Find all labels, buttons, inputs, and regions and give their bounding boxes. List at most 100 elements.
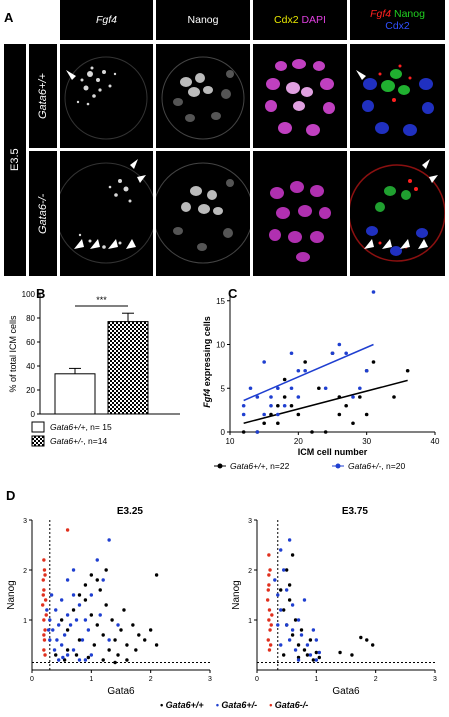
data-point <box>337 395 342 399</box>
data-point <box>61 655 65 660</box>
data-point <box>289 351 294 356</box>
data-point <box>110 618 114 622</box>
panel-label-c: C <box>228 286 238 301</box>
data-point <box>269 412 273 417</box>
data-point <box>134 648 138 652</box>
data-point <box>290 633 295 637</box>
embryo-fgf4-ko <box>60 159 153 264</box>
data-point <box>296 658 301 662</box>
data-point <box>42 588 46 592</box>
embryo-nanog-ko <box>156 162 250 264</box>
data-point <box>359 635 363 640</box>
y-tick-label: 60 <box>26 338 35 347</box>
data-point <box>299 633 304 637</box>
data-point <box>296 368 301 373</box>
x-tick-label: 3 <box>208 676 212 683</box>
data-point <box>107 648 111 652</box>
data-point <box>49 593 54 597</box>
d-legend-item: • Gata6+/+ <box>160 700 204 710</box>
data-point <box>282 653 286 657</box>
data-point <box>46 628 51 632</box>
data-point <box>302 648 307 652</box>
data-point <box>296 618 301 622</box>
data-point <box>131 623 135 627</box>
x-tick-label: 0 <box>30 676 34 683</box>
data-point <box>276 421 280 426</box>
data-point <box>57 658 61 662</box>
x-tick-label: 1 <box>89 676 93 683</box>
y-tick-label: 100 <box>22 290 36 299</box>
legend-label: Gata6+/-, n=14 <box>50 436 107 446</box>
data-point <box>344 403 348 408</box>
x-tick-label: 20 <box>294 437 303 446</box>
data-point <box>154 643 159 647</box>
row-label-ko: Gata6-/- <box>29 151 57 276</box>
data-point <box>40 603 45 607</box>
data-point <box>119 628 123 632</box>
data-point <box>344 351 348 356</box>
data-point <box>104 603 108 607</box>
data-point <box>148 628 153 632</box>
data-point <box>54 608 58 612</box>
data-point <box>296 655 301 660</box>
data-point <box>83 598 88 602</box>
data-point <box>267 573 271 577</box>
data-point <box>98 588 102 592</box>
column-header-fgf4: Fgf4 <box>60 0 153 40</box>
image-merge-ko <box>350 151 445 276</box>
stage-label: E3.5 <box>4 44 26 276</box>
data-point <box>48 638 52 642</box>
data-point <box>65 653 70 657</box>
y-axis-label: Fgf4 expressing cells <box>202 316 212 408</box>
data-point <box>299 628 304 632</box>
bar <box>54 373 96 415</box>
data-point <box>65 528 70 532</box>
data-point <box>279 643 283 647</box>
dapi-label: DAPI <box>298 14 326 26</box>
y-tick-label: 40 <box>26 362 35 371</box>
merge-cdx2-label: Cdx2 <box>385 20 410 32</box>
data-point <box>107 638 111 642</box>
data-point <box>107 538 111 542</box>
data-point <box>89 593 94 597</box>
image-fgf4-ko <box>60 151 153 276</box>
data-point <box>282 403 287 408</box>
column-header-merge: Fgf4 Nanog Cdx2 <box>350 0 445 40</box>
data-point <box>317 386 321 391</box>
d-legend: • Gata6+/+ • Gata6+/- • Gata6-/- <box>160 700 308 710</box>
data-point <box>45 608 49 612</box>
y-tick-label: 1 <box>23 618 27 625</box>
x-tick-label: 10 <box>226 437 235 446</box>
merge-fgf4-label: Fgf4 <box>370 8 392 20</box>
data-point <box>314 638 319 642</box>
chart-title: E3.75 <box>342 506 369 517</box>
data-point <box>287 638 292 642</box>
x-tick-label: 1 <box>314 676 318 683</box>
image-nanog-ko <box>156 151 250 276</box>
data-point <box>48 618 52 622</box>
x-tick-label: 40 <box>431 437 440 446</box>
cdx2-label: Cdx2 <box>274 14 299 26</box>
data-point <box>57 623 61 627</box>
data-point <box>276 403 280 408</box>
x-tick-label: 30 <box>362 437 371 446</box>
data-point <box>74 653 79 657</box>
data-point <box>98 613 102 617</box>
data-point <box>43 598 48 602</box>
column-header-nanog: Nanog <box>156 0 250 40</box>
data-point <box>330 351 335 356</box>
data-point <box>302 598 307 602</box>
data-point <box>41 593 45 597</box>
data-point <box>77 658 82 662</box>
data-point <box>279 548 283 552</box>
y-tick-label: 5 <box>221 384 226 393</box>
panel-label-d: D <box>6 488 16 503</box>
data-point <box>83 618 88 622</box>
fit-line <box>243 343 374 402</box>
data-point <box>255 395 260 399</box>
panel-a: E3.5 Fgf4 Nanog Cdx2 DAPI Fgf4 Nanog Cdx… <box>4 0 445 276</box>
data-point <box>287 538 292 542</box>
data-point <box>279 588 283 592</box>
image-merge-wt <box>350 44 445 148</box>
scatter-chart-d-left: E3.25 0 1 2 3 1 2 3 Gata6 Nanog <box>6 506 212 697</box>
